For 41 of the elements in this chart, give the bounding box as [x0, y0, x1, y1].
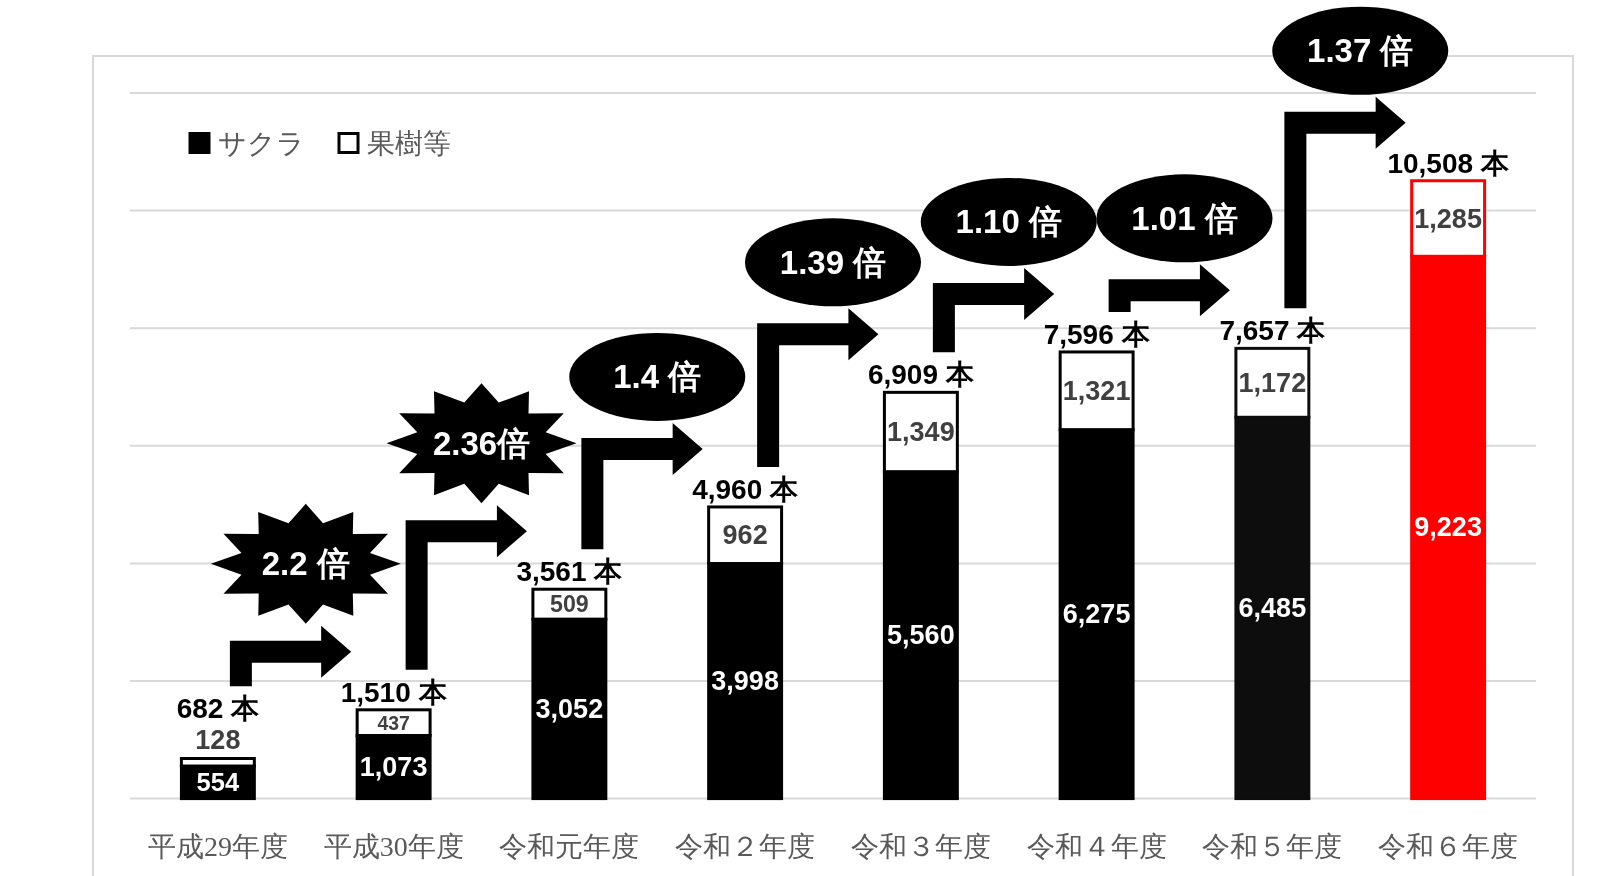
annotation: 1.37 倍 — [1307, 32, 1414, 70]
data-label: 3,052 — [535, 693, 604, 724]
xtick-label: 令和元年度 — [499, 830, 640, 862]
data-label: 9,223 — [1414, 512, 1482, 543]
legend-label: 果樹等 — [367, 127, 451, 159]
data-label: 1,172 — [1238, 367, 1307, 398]
total-label: 682 本 — [176, 693, 260, 725]
data-label: 1,349 — [887, 417, 955, 447]
xtick-label: 令和６年度 — [1378, 830, 1519, 862]
data-label: 1,321 — [1062, 375, 1131, 406]
annotation: 1.01 倍 — [1131, 199, 1238, 237]
total-label: 3,561 本 — [516, 556, 623, 588]
legend-label: サクラ — [218, 127, 305, 159]
data-label: 509 — [550, 591, 589, 618]
xtick-label: 令和３年度 — [850, 830, 991, 862]
total-label: 1,510 本 — [340, 676, 447, 708]
xtick-label: 令和５年度 — [1202, 830, 1343, 862]
annotation: 2.36倍 — [432, 424, 531, 462]
annotation: 2.2 倍 — [261, 545, 350, 583]
data-label: 962 — [722, 520, 768, 551]
data-label: 554 — [196, 768, 240, 797]
data-label: 1,073 — [359, 752, 428, 783]
annotation: 1.39 倍 — [779, 243, 887, 281]
data-label: 6,275 — [1062, 599, 1131, 630]
xtick-label: 令和２年度 — [675, 830, 816, 862]
total-label: 4,960 本 — [692, 473, 799, 505]
data-label: 3,998 — [711, 666, 779, 697]
annotation: 1.4 倍 — [613, 358, 702, 396]
data-label: 6,485 — [1238, 592, 1307, 623]
total-label: 6,909 本 — [867, 359, 974, 391]
data-label: 437 — [377, 711, 410, 734]
data-label: 5,560 — [887, 620, 955, 651]
data-label: 128 — [195, 725, 241, 756]
xtick-label: 平成29年度 — [147, 830, 288, 862]
data-label: 1,285 — [1414, 203, 1482, 234]
annotation: 1.10 倍 — [955, 203, 1062, 241]
total-label: 7,657 本 — [1219, 315, 1326, 347]
total-label: 10,508 本 — [1387, 147, 1509, 179]
xtick-label: 令和４年度 — [1026, 830, 1167, 862]
total-label: 7,596 本 — [1043, 318, 1150, 350]
xtick-label: 平成30年度 — [323, 830, 464, 862]
